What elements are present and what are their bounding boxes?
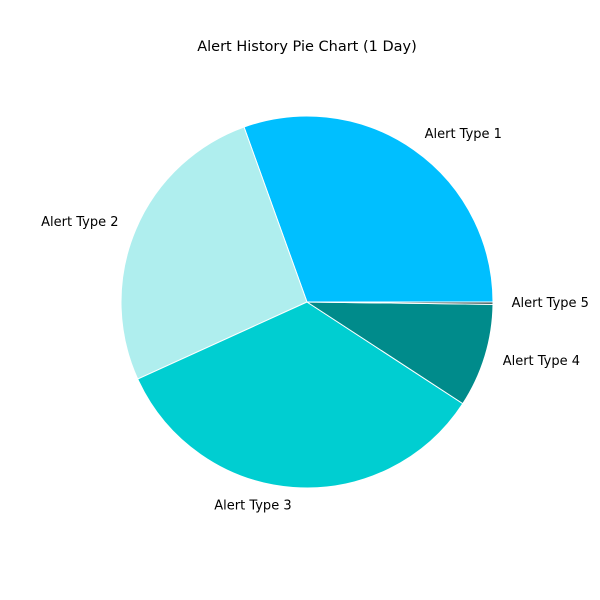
pie-slice-1 [243,115,494,303]
pie-slice-label-4: Alert Type 4 [503,354,580,369]
pie-slice-label-2: Alert Type 2 [41,215,118,230]
pie-slice-2 [120,126,308,380]
chart-title: Alert History Pie Chart (1 Day) [197,39,417,55]
pie-slice-3 [137,301,464,489]
pie-slices [120,115,494,489]
pie-slice-5 [306,301,494,305]
pie-slice-label-1: Alert Type 1 [425,127,502,142]
pie-slice-label-3: Alert Type 3 [214,499,291,514]
pie-slice-4 [306,301,494,405]
pie-labels: Alert Type 1 Alert Type 2 Alert Type 3 Aler… [41,127,589,513]
pie-slice-label-5: Alert Type 5 [512,296,589,311]
